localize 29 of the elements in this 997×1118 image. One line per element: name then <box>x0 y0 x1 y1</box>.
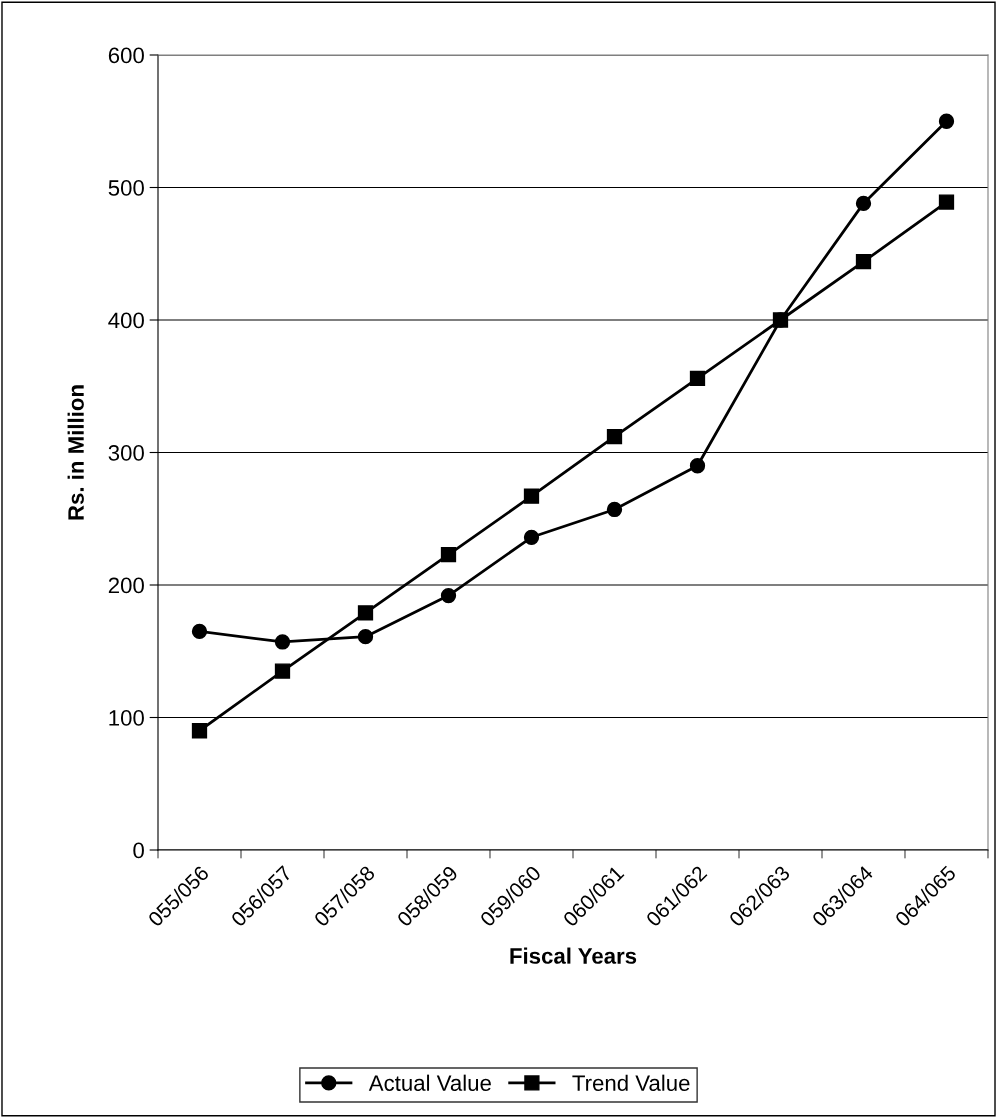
point <box>357 605 374 621</box>
point <box>606 428 623 445</box>
point <box>938 194 955 210</box>
point <box>938 113 955 129</box>
point <box>274 634 291 650</box>
point <box>440 587 457 604</box>
point <box>357 629 374 645</box>
legend-label: Actual Value <box>368 1074 491 1091</box>
y-tick-label: 600 <box>108 47 144 64</box>
point <box>523 488 540 504</box>
y-tick-label: 100 <box>109 710 144 726</box>
point <box>191 723 208 739</box>
point <box>689 458 706 474</box>
point <box>689 370 706 386</box>
legend-label: Trend Value <box>572 1074 690 1091</box>
point <box>606 501 623 518</box>
y-tick-label: 200 <box>108 577 144 594</box>
y-axis-title: Rs. in Million <box>67 385 84 520</box>
point <box>855 254 872 270</box>
y-tick-label: 400 <box>108 312 144 329</box>
x-axis-title: Fiscal Years <box>510 947 637 964</box>
y-tick-label: 500 <box>108 180 144 196</box>
y-tick-label: 0 <box>133 842 144 859</box>
point <box>855 195 872 212</box>
point <box>523 529 540 545</box>
point <box>191 623 208 640</box>
point <box>440 546 457 563</box>
point <box>274 663 291 679</box>
y-tick-label: 300 <box>108 445 144 461</box>
